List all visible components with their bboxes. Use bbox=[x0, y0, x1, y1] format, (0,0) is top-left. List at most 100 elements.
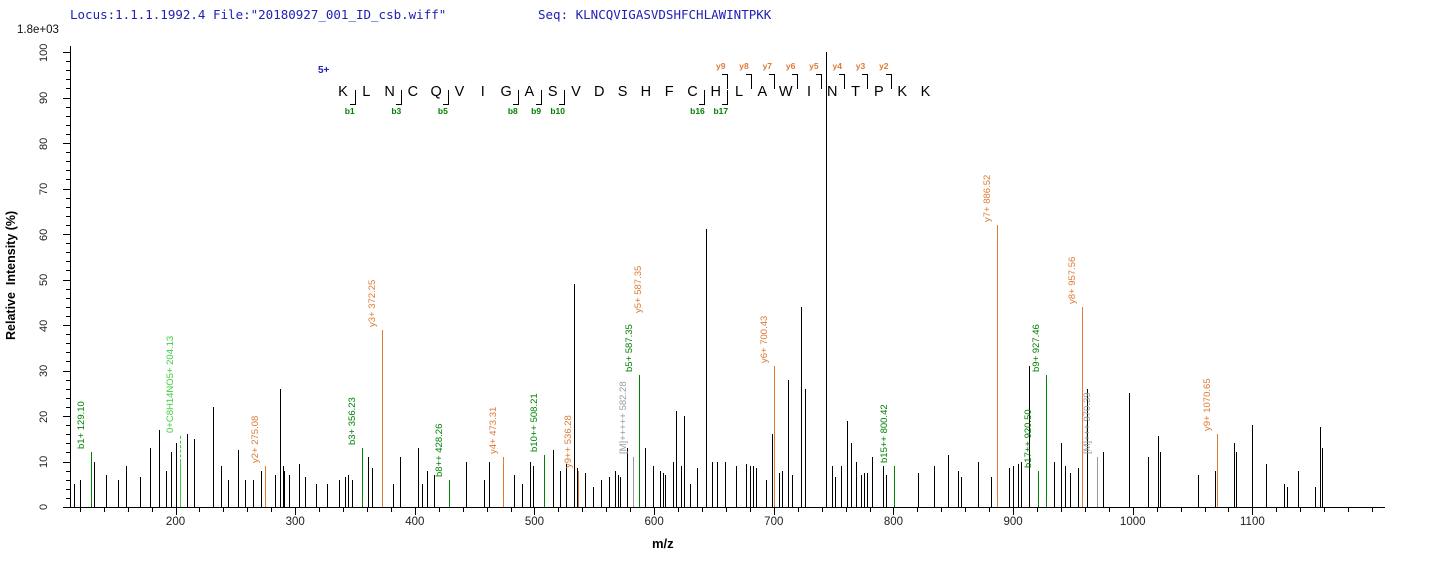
y-major-tick bbox=[63, 370, 70, 372]
x-tick-label: 700 bbox=[764, 516, 784, 528]
y-tick-label: 50 bbox=[38, 273, 50, 287]
spectrum-peak bbox=[194, 438, 196, 507]
annotated-peak bbox=[1097, 456, 1099, 507]
spectrum-peak bbox=[917, 472, 919, 507]
sequence-residue: Q bbox=[430, 84, 442, 100]
sequence-residue: W bbox=[778, 84, 793, 100]
spectrum-peak bbox=[620, 477, 622, 507]
y-tick-label: 100 bbox=[38, 43, 50, 62]
y-ion-divider bbox=[750, 74, 752, 89]
x-minor-tick bbox=[79, 508, 81, 512]
spectrum-peak bbox=[948, 454, 950, 507]
spectrum-peak bbox=[80, 479, 82, 507]
y-minor-tick bbox=[66, 206, 70, 208]
x-minor-tick bbox=[438, 508, 440, 512]
annotated-peak bbox=[381, 329, 383, 507]
x-minor-tick bbox=[1372, 508, 1374, 512]
spectrum-peak bbox=[483, 479, 485, 507]
annotated-peak bbox=[638, 375, 640, 507]
spectrum-peak bbox=[212, 406, 214, 507]
x-minor-tick bbox=[845, 508, 847, 512]
x-tick-label: 500 bbox=[524, 516, 545, 528]
b-ion-divider bbox=[727, 90, 729, 105]
x-major-tick bbox=[893, 508, 895, 515]
x-minor-tick bbox=[199, 508, 201, 512]
spectrum-peak bbox=[957, 470, 959, 507]
spectrum-peak bbox=[835, 477, 837, 507]
x-minor-tick bbox=[151, 508, 153, 512]
x-minor-tick bbox=[582, 508, 584, 512]
y-ion-label: y4 bbox=[832, 61, 842, 71]
y-minor-tick bbox=[66, 197, 70, 199]
x-minor-tick bbox=[965, 508, 967, 512]
y-minor-tick bbox=[66, 434, 70, 436]
x-minor-tick bbox=[462, 508, 464, 512]
spectrum-peak bbox=[746, 463, 748, 507]
y-tick-label: 30 bbox=[38, 364, 50, 378]
spectrum-peak bbox=[855, 461, 857, 507]
peak-label: y9+ 1070.65 bbox=[1202, 378, 1214, 432]
y-minor-tick bbox=[66, 497, 70, 499]
spectrum-peak bbox=[860, 475, 862, 507]
annotated-peak bbox=[362, 447, 364, 507]
y-minor-tick bbox=[66, 425, 70, 427]
y-major-tick bbox=[63, 234, 70, 235]
spectrum-peak bbox=[298, 463, 300, 507]
b-ion-label: b16 bbox=[690, 106, 705, 116]
spectrum-peak bbox=[1103, 452, 1105, 507]
x-minor-tick bbox=[319, 508, 321, 512]
x-minor-tick bbox=[941, 508, 943, 512]
x-tick-label: 300 bbox=[285, 516, 305, 528]
y-minor-tick bbox=[66, 470, 70, 472]
peak-label: b10++ 508.21 bbox=[529, 393, 541, 452]
y-minor-tick bbox=[66, 352, 70, 354]
x-minor-tick bbox=[103, 508, 105, 512]
peak-label: b9+ 927.46 bbox=[1030, 324, 1042, 373]
x-major-tick bbox=[773, 508, 775, 515]
spectrum-peak bbox=[521, 484, 523, 507]
y-ion-label: y5 bbox=[809, 61, 819, 71]
spectrum-peak bbox=[433, 475, 435, 507]
y-ion-label: y9 bbox=[715, 61, 726, 71]
x-minor-tick bbox=[917, 508, 919, 512]
spectrum-peak bbox=[690, 484, 692, 507]
annotated-peak bbox=[448, 479, 450, 507]
spectrum-peak bbox=[1298, 470, 1300, 507]
spectrum-peak bbox=[261, 470, 263, 507]
spectrum-peak bbox=[93, 461, 95, 507]
x-minor-tick bbox=[1180, 508, 1182, 512]
y-minor-tick bbox=[66, 124, 70, 126]
peak-label: y2+ 275.08 bbox=[250, 415, 262, 464]
spectrum-peak bbox=[1315, 486, 1317, 507]
y-minor-tick bbox=[66, 406, 70, 408]
spectrum-peak bbox=[867, 472, 869, 507]
sequence-header-text: Seq: KLNCQVIGASVDSHFCHLAWINTPKK bbox=[538, 7, 772, 22]
spectrum-peak bbox=[352, 479, 353, 507]
x-minor-tick bbox=[1037, 508, 1038, 512]
y-minor-tick bbox=[66, 297, 70, 299]
b-ion-divider bbox=[541, 90, 543, 105]
spectrum-peak bbox=[659, 470, 661, 507]
y-minor-tick bbox=[66, 361, 70, 363]
spectrum-peak bbox=[608, 477, 610, 507]
spectrum-peak bbox=[372, 468, 374, 507]
peak-label: b8++ 428.26 bbox=[433, 423, 445, 477]
spectrum-peak bbox=[289, 475, 291, 507]
x-axis-line bbox=[70, 507, 1385, 508]
sequence-residue: K bbox=[338, 84, 348, 100]
annotated-peak bbox=[996, 224, 998, 507]
spectrum-peak bbox=[252, 479, 254, 507]
y-ion-label: y6 bbox=[785, 61, 796, 71]
x-major-tick bbox=[1252, 508, 1254, 515]
spectrum-peak bbox=[652, 466, 654, 507]
sequence-residue: H bbox=[710, 84, 722, 100]
y-tick-label: 40 bbox=[38, 319, 50, 332]
x-major-tick bbox=[295, 508, 297, 515]
y-minor-tick bbox=[66, 243, 70, 245]
y-ion-divider bbox=[797, 74, 799, 89]
spectrum-peak bbox=[165, 470, 167, 507]
b-ion-label: b9 bbox=[531, 106, 542, 116]
annotated-peak bbox=[774, 365, 776, 507]
b-ion-label: b17 bbox=[713, 106, 729, 116]
sequence-residue: F bbox=[664, 84, 674, 100]
